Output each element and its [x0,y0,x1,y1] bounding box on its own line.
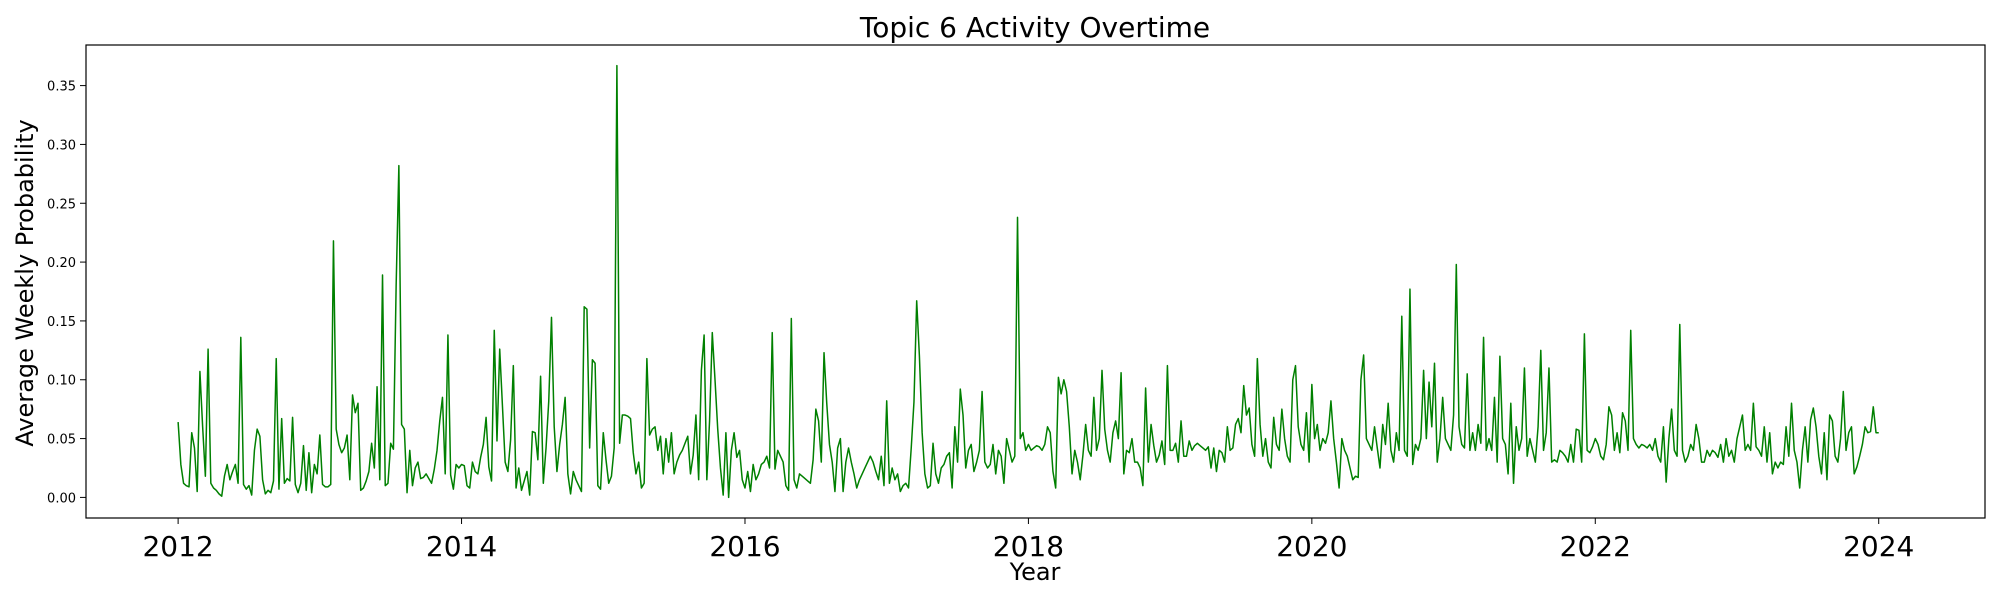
x-tick-label: 2016 [709,530,780,563]
plot-frame [85,44,1986,519]
x-tick-label: 2012 [142,530,213,563]
x-tick-label: 2018 [993,530,1064,563]
y-tick-label: 0.05 [47,433,76,448]
y-axis-label: Average Weekly Probability [11,119,39,446]
x-tick-label: 2022 [1560,530,1631,563]
x-axis: 2012 2014 2016 2018 2020 2022 2024 [142,518,1914,563]
x-axis-label: Year [1009,558,1061,586]
y-tick-label: 0.30 [47,138,76,153]
chart-title: Topic 6 Activity Overtime [859,11,1210,44]
y-tick-label: 0.10 [47,374,76,389]
x-tick-label: 2014 [426,530,497,563]
y-tick-label: 0.25 [47,197,76,212]
y-tick-label: 0.35 [47,80,76,95]
y-tick-label: 0.00 [47,491,76,506]
y-tick-label: 0.20 [47,256,76,271]
y-tick-label: 0.15 [47,315,76,330]
y-axis: 0.00 0.05 0.10 0.15 0.20 0.25 0.30 0.35 [47,80,86,506]
x-tick-label: 2020 [1276,530,1347,563]
series-line [177,64,1879,499]
x-tick-label: 2024 [1843,530,1914,563]
